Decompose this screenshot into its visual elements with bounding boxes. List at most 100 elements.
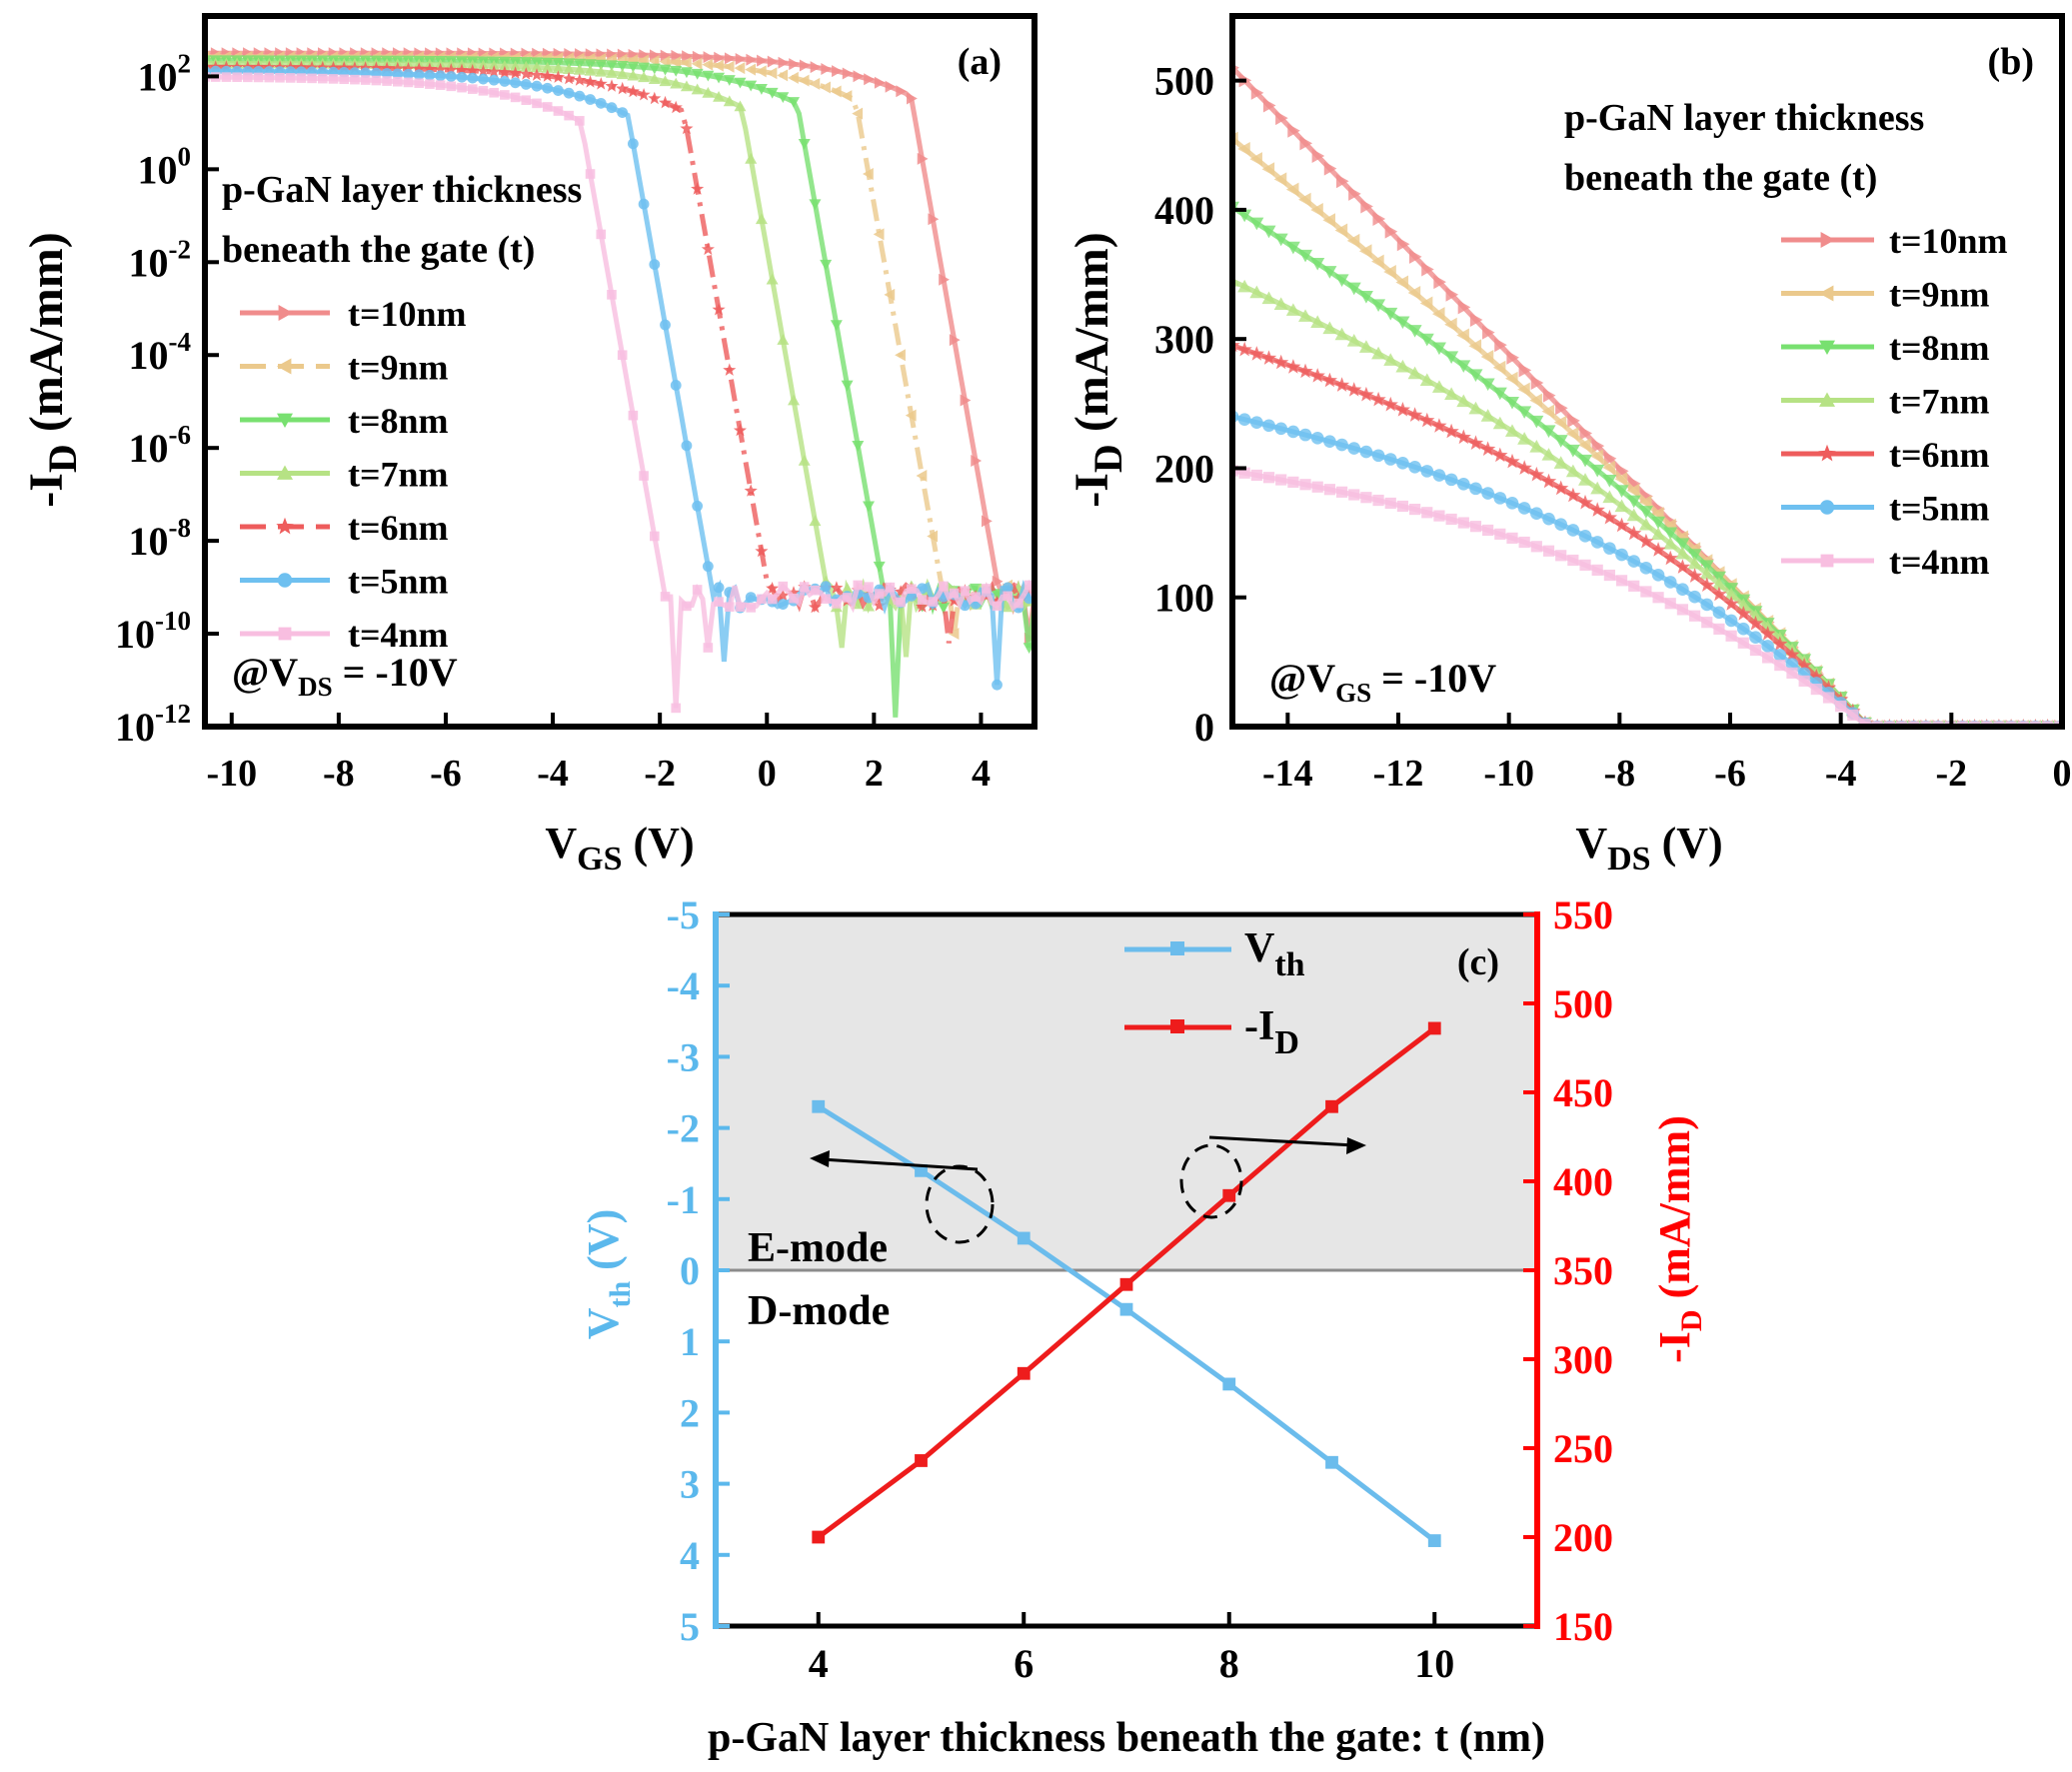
marker-t=8nm	[1565, 444, 1580, 458]
marker-t=8nm	[841, 380, 854, 392]
marker-t=6nm	[498, 65, 512, 79]
marker-t=9nm	[788, 71, 799, 84]
marker-t=8nm	[1480, 378, 1495, 392]
marker-t=5nm	[1542, 512, 1555, 526]
marker-t=4nm	[799, 582, 810, 592]
legend-label-t=9nm: t=9nm	[348, 348, 449, 388]
marker-t=7nm	[691, 83, 704, 95]
marker-t=8nm	[1431, 342, 1446, 356]
panel-c-left-ytick-label: -5	[667, 892, 700, 937]
marker-t=10nm	[692, 50, 704, 63]
marker-t=6nm	[1273, 354, 1289, 370]
marker-t=8nm	[1273, 233, 1288, 247]
marker-t=6nm	[701, 242, 715, 256]
marker-t=5nm	[1627, 555, 1641, 568]
marker-t=9nm	[1444, 317, 1457, 332]
panel-b-condition: @VGS = -10V	[1269, 656, 1496, 708]
marker-t=7nm	[509, 60, 522, 72]
marker-t=9nm	[927, 530, 939, 543]
marker-t=9nm	[1529, 393, 1542, 408]
marker-t=7nm	[648, 73, 661, 85]
marker-t=10nm	[971, 454, 983, 467]
marker-t=4nm	[1311, 481, 1323, 493]
marker-t=4nm	[1433, 510, 1445, 522]
marker-t=9nm	[1298, 192, 1311, 207]
marker-t=5nm	[1347, 442, 1361, 455]
marker-t=7nm	[1517, 432, 1532, 445]
marker-t=10nm	[1518, 363, 1532, 378]
marker-t=8nm	[820, 259, 833, 271]
marker-t=8nm	[1578, 454, 1593, 468]
marker-t=4nm	[1713, 623, 1725, 635]
legend-vth-label: Vth	[1244, 925, 1305, 983]
marker-t=7nm	[1699, 566, 1714, 580]
marker-t=4nm	[285, 73, 296, 83]
marker-t=5nm	[553, 85, 564, 96]
marker-t=10nm	[1494, 338, 1507, 353]
marker-t=4nm	[1360, 492, 1372, 504]
marker-t=5nm	[467, 72, 479, 84]
marker-t=10nm	[650, 49, 661, 62]
marker-t=7nm	[798, 454, 811, 466]
legend-label-t=6nm: t=6nm	[348, 508, 449, 548]
series-Vth	[812, 1099, 1441, 1547]
marker-t=10nm	[1372, 212, 1386, 227]
marker-t=5nm	[692, 500, 704, 512]
marker-t=4nm	[1701, 617, 1713, 629]
marker-t=9nm	[1565, 426, 1579, 441]
marker-t=9nm	[873, 228, 885, 241]
marker-t=5nm	[1590, 536, 1604, 549]
marker-t=6nm	[1626, 525, 1642, 541]
panel-c-left-ylabel: Vth (V)	[579, 1209, 637, 1340]
marker-t=9nm	[948, 628, 960, 641]
marker-t=4nm	[243, 72, 253, 83]
marker-t=5nm	[1371, 449, 1385, 463]
marker-t=5nm	[499, 75, 511, 87]
marker-t=4nm	[735, 602, 746, 612]
marker-t=5nm	[1274, 422, 1287, 436]
marker-t=4nm	[617, 350, 628, 361]
marker-t=4nm	[757, 594, 767, 605]
panel-b-xtick-label: -14	[1262, 753, 1313, 795]
marker-t=9nm	[1504, 371, 1518, 386]
marker-t=8nm	[1444, 351, 1459, 364]
marker-t=5nm	[1335, 438, 1348, 452]
marker-t=7nm	[1249, 285, 1264, 299]
panel-c-xtick-label: 10	[1414, 1641, 1454, 1686]
panel-b-xtick-label: -10	[1483, 753, 1534, 795]
marker-t=8nm	[723, 75, 736, 86]
marker-t=6nm	[1480, 441, 1496, 456]
marker-t=4nm	[939, 581, 949, 592]
series-t=5nm	[205, 65, 1035, 691]
marker-t=4nm	[1725, 630, 1737, 642]
marker-t=9nm	[1322, 213, 1335, 228]
marker-t=4nm	[1786, 667, 1798, 679]
marker-t=8nm	[1590, 464, 1605, 478]
marker-t=4nm	[1469, 521, 1482, 533]
marker-t=10nm	[853, 70, 865, 83]
marker-t=9nm	[1480, 349, 1494, 364]
marker-t=7nm	[841, 582, 854, 594]
marker-t=6nm	[659, 95, 673, 109]
marker-t=7nm	[1383, 353, 1398, 366]
marker-t=6nm	[1431, 418, 1447, 433]
marker-t=8nm	[937, 602, 950, 614]
marker-t=9nm	[1249, 152, 1262, 167]
marker-t=4nm	[1275, 474, 1287, 486]
marker-t=6nm	[648, 91, 662, 105]
marker-t=9nm	[1638, 495, 1652, 510]
marker-t=7nm	[766, 273, 779, 285]
marker-t=4nm	[382, 76, 392, 86]
panel-c-vth-circle	[925, 1164, 995, 1244]
marker-t=5nm	[670, 380, 682, 391]
marker-t=6nm	[733, 423, 747, 437]
marker-t=10nm	[874, 76, 886, 89]
marker-t=7nm	[734, 100, 747, 112]
marker-t=6nm	[455, 63, 469, 76]
panel-b-tag: (b)	[1988, 41, 2034, 83]
marker-t=10nm	[1396, 237, 1410, 252]
marker-t=9nm	[1346, 233, 1360, 248]
marker-t=5nm	[992, 679, 1003, 691]
marker-t=4nm	[414, 78, 424, 89]
marker-t=4nm	[907, 584, 917, 595]
